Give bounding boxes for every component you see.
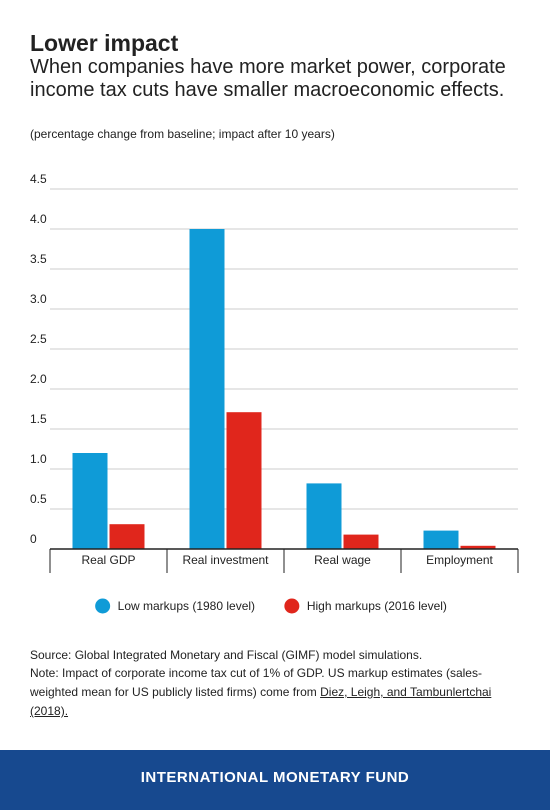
bar <box>72 453 108 549</box>
x-tick-label: Real wage <box>314 553 371 567</box>
note-link[interactable]: Diez, Leigh, and Tambunlertchai (2018). <box>30 685 492 718</box>
legend-label: High markups (2016 level) <box>307 599 447 613</box>
x-tick-label: Real investment <box>182 553 269 567</box>
y-tick-label: 0 <box>30 532 37 546</box>
y-tick-label: 2.0 <box>30 372 47 386</box>
units-note: (percentage change from baseline; impact… <box>30 127 335 141</box>
note-text: Note: Impact of corporate income tax cut… <box>30 666 482 699</box>
footer: INTERNATIONAL MONETARY FUND <box>0 750 550 810</box>
y-tick-label: 3.0 <box>30 292 47 306</box>
source: Source: Global Integrated Monetary and F… <box>30 648 423 662</box>
chart-title: Lower impact <box>30 30 179 56</box>
legend-marker <box>95 598 111 614</box>
bar <box>460 545 496 549</box>
bar <box>343 534 379 549</box>
y-tick-label: 1.0 <box>30 452 47 466</box>
bar <box>189 229 225 549</box>
legend-marker <box>284 598 300 614</box>
y-tick-label: 4.5 <box>30 172 47 186</box>
y-tick-label: 1.5 <box>30 412 47 426</box>
y-tick-label: 0.5 <box>30 492 47 506</box>
x-tick-label: Employment <box>426 553 493 567</box>
bar <box>423 530 459 549</box>
legend-label: Low markups (1980 level) <box>118 599 255 613</box>
chart-subtitle: When companies have more market power, c… <box>30 56 506 101</box>
y-tick-label: 4.0 <box>30 212 47 226</box>
bar <box>226 412 262 549</box>
note: Note: Impact of corporate income tax cut… <box>30 664 500 721</box>
y-tick-label: 2.5 <box>30 332 47 346</box>
bar <box>306 483 342 549</box>
x-tick-label: Real GDP <box>81 553 135 567</box>
y-tick-label: 3.5 <box>30 252 47 266</box>
bar <box>109 524 145 549</box>
